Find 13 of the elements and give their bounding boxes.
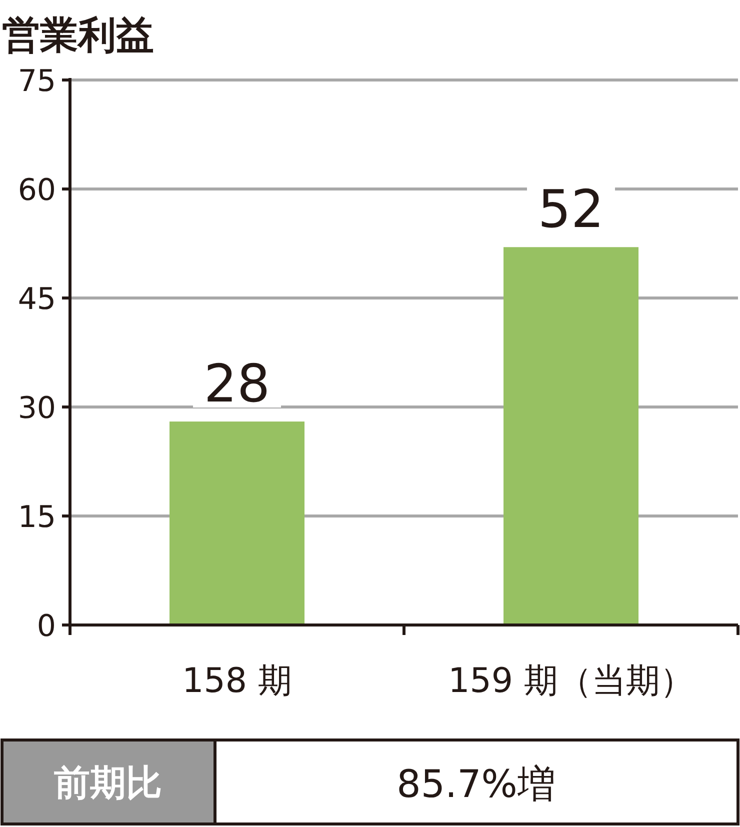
y-tick-label: 0 (36, 609, 56, 644)
y-tick-label: 30 (18, 391, 56, 426)
y-tick-label: 60 (18, 173, 56, 208)
y-tick-label: 75 (18, 64, 56, 99)
data-label: 52 (538, 180, 604, 240)
text: 前期比 (54, 763, 162, 804)
x-tick-label: 158 期 (182, 661, 292, 701)
text: 85.7%増 (396, 762, 556, 806)
x-tick-label: 159 期（当期） (448, 661, 694, 701)
chart-title: 営業利益 (2, 13, 154, 57)
y-tick-label: 45 (18, 282, 56, 317)
data-label: 28 (204, 354, 270, 415)
y-tick-label: 15 (18, 500, 56, 535)
